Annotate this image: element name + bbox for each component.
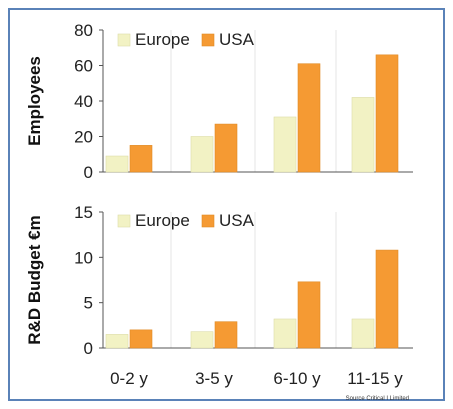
bar-usa-0 (129, 329, 153, 349)
legend-label: USA (219, 211, 255, 230)
bar-usa-3 (375, 249, 399, 349)
y-tick-label: 15 (74, 203, 93, 222)
bar-usa-1 (214, 123, 238, 173)
bar-europe-0 (105, 334, 129, 349)
legend-swatch (117, 214, 131, 228)
y-tick-label: 0 (84, 339, 93, 358)
bar-europe-2 (273, 116, 297, 173)
y-tick-label: 40 (74, 92, 93, 111)
y-axis-title: Employees (25, 56, 44, 146)
y-tick-label: 60 (74, 57, 93, 76)
bar-europe-1 (190, 136, 214, 173)
y-tick-label: 5 (84, 294, 93, 313)
legend-swatch (201, 33, 215, 47)
legend-label: Europe (135, 30, 190, 49)
bar-europe-1 (190, 331, 214, 349)
bar-usa-0 (129, 145, 153, 173)
bar-europe-2 (273, 318, 297, 349)
y-tick-label: 20 (74, 128, 93, 147)
bar-usa-2 (297, 281, 321, 349)
y-axis-title: R&D Budget €m (25, 215, 44, 344)
y-tick-label: 10 (74, 248, 93, 267)
x-tick-label: 6-10 y (273, 369, 321, 388)
y-tick-label: 80 (74, 21, 93, 40)
legend-swatch (117, 33, 131, 47)
x-tick-label: 0-2 y (110, 369, 148, 388)
y-tick-label: 0 (84, 163, 93, 182)
source-note: Source Critical I Limited (346, 396, 409, 402)
x-tick-label: 11-15 y (347, 369, 403, 388)
bar-usa-2 (297, 63, 321, 173)
legend-label: Europe (135, 211, 190, 230)
legend-label: USA (219, 30, 255, 49)
bar-usa-3 (375, 54, 399, 173)
bar-usa-1 (214, 321, 238, 349)
legend-swatch (201, 214, 215, 228)
bar-europe-0 (105, 155, 129, 173)
bar-europe-3 (351, 318, 375, 349)
bar-europe-3 (351, 97, 375, 173)
x-tick-label: 3-5 y (195, 369, 233, 388)
